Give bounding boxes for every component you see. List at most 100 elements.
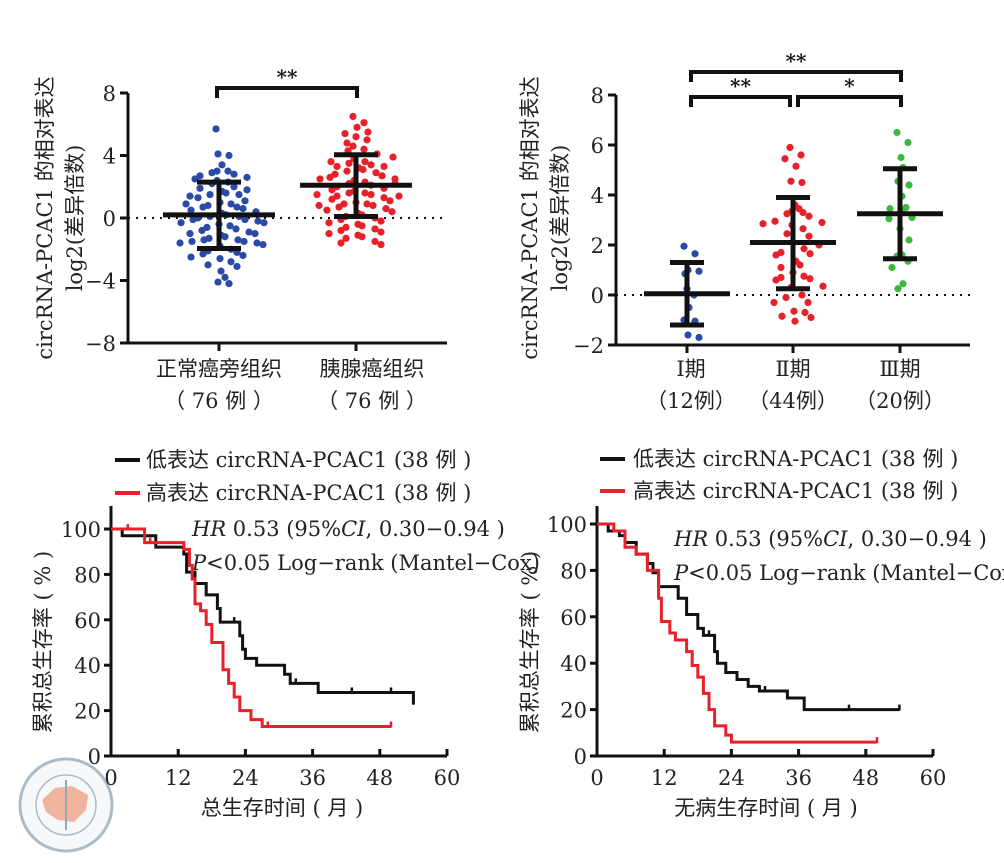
- panel-d: 低表达 circRNA-PCAC1 (38 例 ) 高表达 circRNA-PC…: [518, 447, 1004, 820]
- panel-a-data-point: [226, 222, 234, 230]
- panel-b-data-point: [787, 177, 795, 185]
- panel-a-data-point: [361, 189, 369, 197]
- panel-b-ytick-label: 2: [591, 234, 604, 258]
- panel-c-ytick-label: 40: [74, 654, 101, 678]
- panel-a-data-point: [377, 240, 385, 249]
- panel-c-xtick-label: 24: [232, 766, 259, 790]
- panel-a-cat-0-n: （ 76 例 ）: [164, 389, 274, 413]
- panel-b-data-point: [695, 333, 703, 342]
- panel-b-data-point: [798, 178, 806, 187]
- panel-b-data-point: [799, 225, 807, 233]
- panel-b-data-point: [799, 208, 807, 217]
- panel-b-ytick-label: −2: [573, 334, 604, 358]
- panel-c-ytick-label: 100: [61, 518, 101, 542]
- panel-b-data-point: [888, 263, 896, 272]
- panel-b-data-point: [759, 220, 767, 228]
- panel-c-ytick-label: 80: [74, 563, 101, 587]
- panel-a-data-point: [227, 258, 235, 266]
- panel-b-significance-label: **: [730, 74, 751, 98]
- panel-b-data-point: [902, 203, 910, 212]
- panel-a-data-point: [349, 112, 357, 121]
- panel-b-data-point: [905, 181, 913, 189]
- panel-a-data-point: [363, 200, 371, 208]
- panel-a-data-point: [377, 217, 385, 225]
- panel-a-data-point: [259, 240, 267, 249]
- panel-b-data-point: [800, 245, 808, 253]
- panel-b-data-point: [806, 275, 814, 283]
- panel-a-data-point: [323, 206, 331, 214]
- panel-a-data-point: [221, 233, 229, 241]
- panel-b-data-point: [781, 155, 789, 163]
- panel-b-data-point: [791, 317, 799, 325]
- panel-a-data-point: [342, 234, 350, 242]
- panel-b-data-point: [886, 205, 894, 213]
- panel-a-data-point: [389, 153, 397, 161]
- panel-c-survival-curve-high: [111, 527, 391, 728]
- panel-a-data-point: [199, 250, 207, 258]
- panel-a-data-point: [199, 203, 207, 211]
- panel-a-data-point: [364, 128, 372, 136]
- panel-a-data-point: [239, 205, 247, 213]
- panel-b-data-point: [807, 313, 815, 322]
- panel-c-xtick-label: 36: [299, 766, 326, 790]
- panel-a-data-point: [327, 158, 335, 166]
- panel-b-data-point: [894, 285, 902, 293]
- panel-a-data-point: [352, 133, 360, 141]
- panel-d-ytick-label: 60: [560, 606, 587, 630]
- panel-b-data-point: [786, 143, 794, 152]
- panel-a-data-point: [367, 190, 375, 199]
- panel-a-data-point: [187, 253, 195, 261]
- panel-a-data-point: [208, 169, 216, 177]
- panel-a-ytick-label: 4: [103, 145, 116, 169]
- panel-b-ytick-label: 8: [591, 84, 604, 108]
- panel-b-data-point: [777, 263, 785, 272]
- panel-a-data-point: [361, 158, 369, 166]
- panel-a-data-point: [241, 197, 249, 205]
- panel-b-data-point: [797, 151, 805, 159]
- panel-d-survival-curve-high: [597, 522, 877, 744]
- panel-b-data-point: [691, 250, 699, 258]
- panel-a-data-point: [371, 225, 379, 233]
- panel-a-data-point: [328, 186, 336, 194]
- panel-a-data-point: [380, 162, 388, 171]
- panel-b-data-point: [778, 312, 786, 320]
- panel-b-cat-2-n: （20例）: [855, 389, 945, 413]
- panel-b-data-point: [782, 293, 790, 302]
- panel-a-data-point: [230, 183, 238, 191]
- panel-d-ytick-label: 0: [574, 745, 587, 769]
- panel-c-ytick-label: 60: [74, 609, 101, 633]
- panel-a-data-point: [240, 237, 248, 246]
- panel-b-cat-0: Ⅰ期: [676, 357, 705, 381]
- panel-a-data-point: [243, 186, 251, 194]
- panel-b-data-point: [806, 250, 814, 258]
- panel-b: circRNA-PCAC1 的相对表达 log2(差异倍数) Ⅰ期 （12例） …: [518, 76, 945, 413]
- panel-c-xlabel: 总生存时间 ( 月 ): [201, 796, 363, 820]
- panel-a-data-point: [225, 151, 233, 160]
- panel-b-data-point: [772, 251, 780, 259]
- panel-a-data-point: [189, 215, 197, 224]
- panel-a-ytick-label: −4: [85, 270, 116, 294]
- panel-a-data-point: [358, 222, 366, 230]
- panel-b-data-point: [885, 215, 893, 223]
- hr-annotation: HR 0.53 (95%CI, 0.30−0.94 ): [673, 527, 987, 551]
- panel-a-data-point: [218, 161, 226, 169]
- panel-b-data-point: [772, 276, 780, 284]
- panel-a-data-point: [325, 230, 333, 238]
- panel-a-ytick-label: 0: [103, 207, 116, 231]
- panel-a-significance-label: **: [277, 65, 298, 89]
- panel-a-cat-1: 胰腺癌组织: [320, 357, 425, 381]
- panel-a-data-point: [343, 139, 351, 147]
- panel-a: circRNA-PCAC1 的相对表达 log2(差异倍数) 正常癌旁组织 （ …: [33, 76, 427, 413]
- legend-label-high: 高表达 circRNA-PCAC1 (38 例 ): [146, 481, 471, 505]
- panel-d-xlabel: 无病生存时间 ( 月 ): [674, 796, 857, 820]
- panel-a-data-point: [245, 228, 253, 236]
- panel-a-data-point: [260, 219, 268, 227]
- panel-b-data-point: [771, 217, 779, 225]
- panel-a-data-point: [186, 230, 194, 238]
- panel-a-data-point: [243, 173, 251, 181]
- panel-a-data-point: [388, 208, 396, 216]
- hr-annotation: HR 0.53 (95%CI, 0.30−0.94 ): [191, 517, 505, 541]
- panel-a-data-point: [188, 237, 196, 246]
- panel-a-ytick-label: 8: [103, 82, 116, 106]
